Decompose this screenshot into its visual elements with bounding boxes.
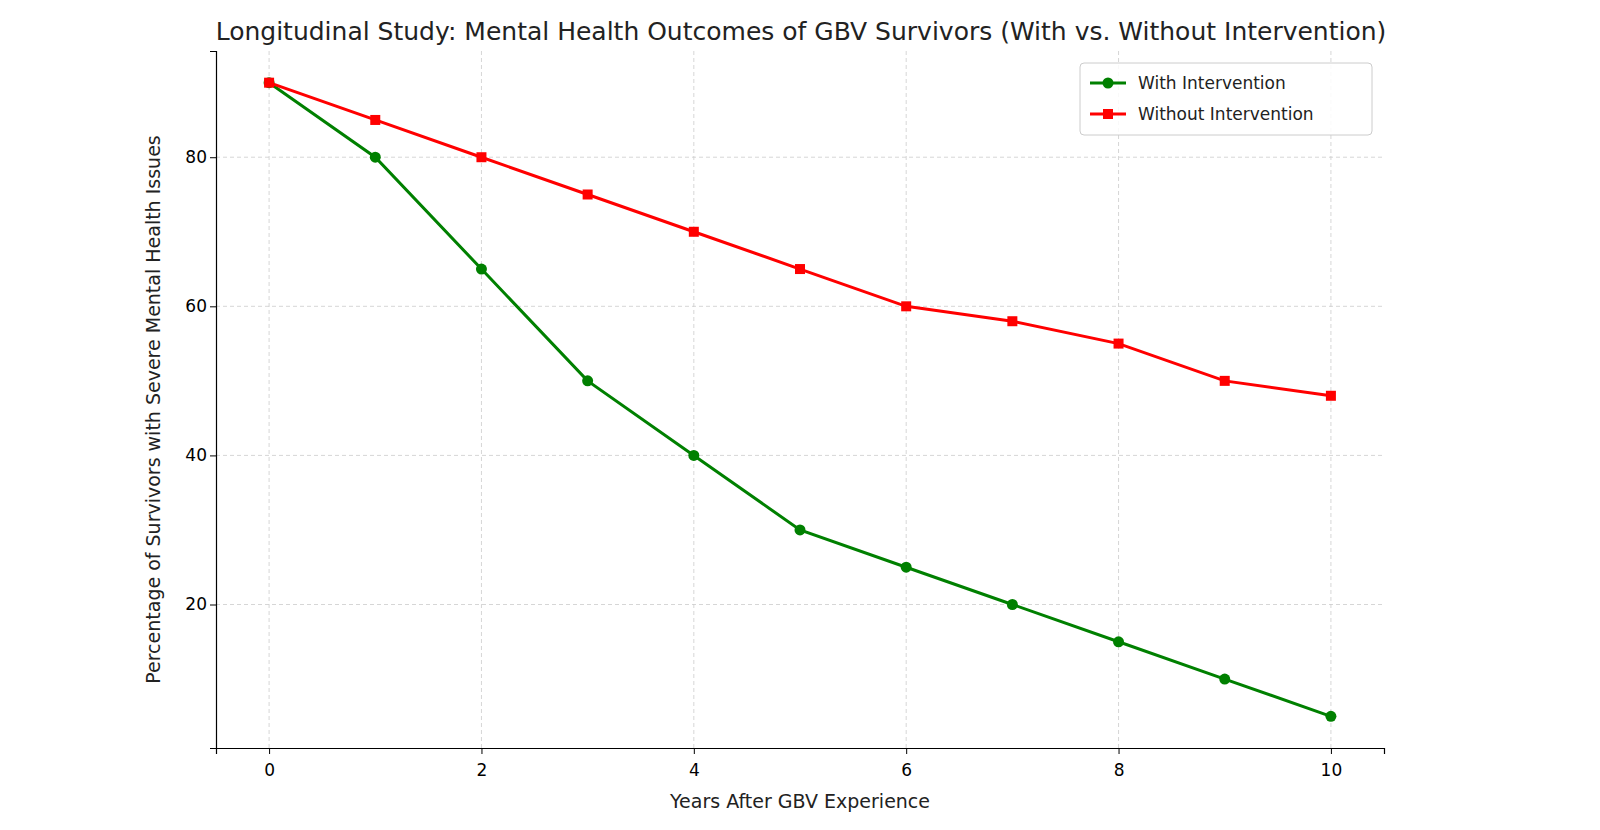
- data-point: [901, 562, 912, 573]
- tick-mark: [269, 748, 270, 754]
- data-point: [1220, 376, 1230, 386]
- tick-label: 60: [185, 296, 207, 316]
- data-point: [901, 301, 911, 311]
- data-point: [688, 450, 699, 461]
- y-axis-title: Percentage of Survivors with Severe Ment…: [142, 135, 164, 684]
- data-point: [1325, 711, 1336, 722]
- tick-mark: [694, 748, 695, 754]
- tick-label: 80: [185, 147, 207, 167]
- chart: 0 2 4 6 8 10 20 40 60 80 Longitudinal Study: Menta…: [0, 0, 1600, 830]
- tick-mark: [481, 748, 482, 754]
- data-point: [1113, 636, 1124, 647]
- data-point: [1007, 316, 1017, 326]
- grid-line: [269, 51, 270, 748]
- legend-label: With Intervention: [1138, 73, 1286, 93]
- axis-line: [217, 749, 1385, 755]
- tick-mark: [210, 605, 216, 606]
- data-point: [795, 524, 806, 535]
- tick-mark: [1119, 748, 1120, 754]
- legend-box: [1080, 63, 1372, 135]
- tick: 2: [477, 748, 488, 780]
- tick-label: 10: [1321, 760, 1343, 780]
- tick-label: 4: [689, 760, 700, 780]
- data-point: [689, 227, 699, 237]
- grid-line: [693, 51, 694, 748]
- tick-label: 0: [264, 760, 275, 780]
- data-point: [370, 152, 381, 163]
- tick: 6: [901, 748, 912, 780]
- data-point: [370, 115, 380, 125]
- tick-mark: [1331, 748, 1332, 754]
- legend-item: Without Intervention: [1090, 104, 1314, 124]
- data-point: [476, 152, 486, 162]
- grid-line: [906, 51, 907, 748]
- grid-line: [216, 306, 1384, 307]
- data-point: [795, 264, 805, 274]
- tick-label: 8: [1114, 760, 1125, 780]
- tick-label: 2: [477, 760, 488, 780]
- axis-line: [210, 52, 217, 749]
- data-point: [476, 264, 487, 275]
- data-point: [264, 77, 275, 88]
- x-axis-title: Years After GBV Experience: [669, 790, 930, 812]
- tick: 0: [264, 748, 275, 780]
- plot-area: [264, 77, 1337, 722]
- x-axis: 0 2 4 6 8 10: [217, 748, 1385, 780]
- data-point: [264, 78, 274, 88]
- grid: [216, 51, 1384, 748]
- legend-item: With Intervention: [1090, 73, 1286, 93]
- data-point: [582, 375, 593, 386]
- tick-label: 40: [185, 445, 207, 465]
- legend-marker: [1103, 78, 1114, 89]
- tick: 20: [185, 594, 216, 614]
- tick: 10: [1321, 748, 1343, 780]
- tick-label: 20: [185, 594, 207, 614]
- grid-line: [216, 455, 1384, 456]
- y-axis: 20 40 60 80: [185, 52, 216, 749]
- tick: 40: [185, 445, 216, 465]
- series-line: [269, 83, 1331, 717]
- data-point: [1219, 674, 1230, 685]
- tick: 80: [185, 147, 216, 167]
- tick-mark: [210, 157, 216, 158]
- tick-label: 6: [901, 760, 912, 780]
- tick-mark: [210, 306, 216, 307]
- data-point: [1007, 599, 1018, 610]
- data-point: [1326, 391, 1336, 401]
- legend-label: Without Intervention: [1138, 104, 1314, 124]
- tick: 60: [185, 296, 216, 316]
- grid-line: [216, 157, 1384, 158]
- legend: With Intervention Without Intervention: [1080, 63, 1372, 135]
- data-point: [583, 190, 593, 200]
- chart-title: Longitudinal Study: Mental Health Outcom…: [216, 17, 1387, 46]
- tick: 4: [689, 748, 700, 780]
- tick: 8: [1114, 748, 1125, 780]
- legend-marker: [1103, 109, 1113, 119]
- grid-line: [216, 604, 1384, 605]
- data-point: [1114, 339, 1124, 349]
- tick-mark: [906, 748, 907, 754]
- tick-mark: [210, 455, 216, 456]
